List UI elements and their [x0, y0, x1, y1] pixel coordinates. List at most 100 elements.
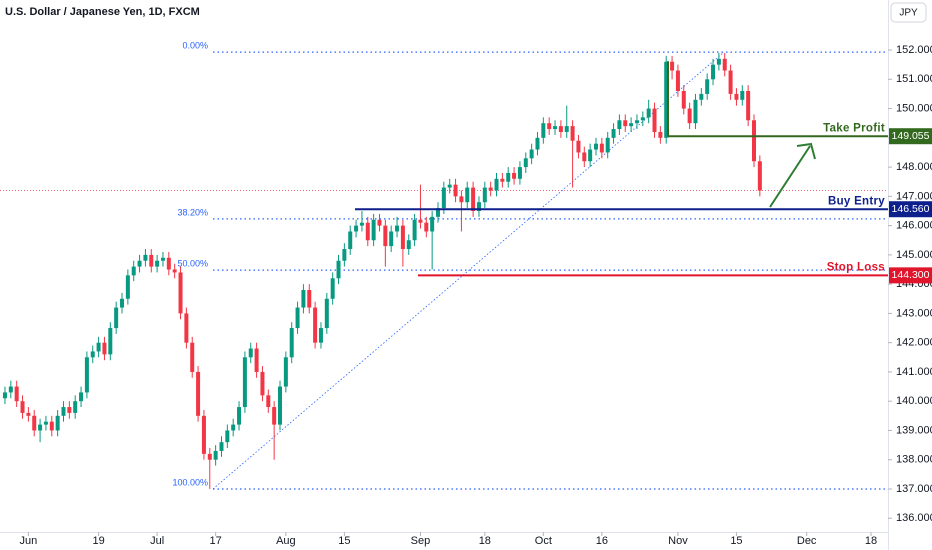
y-tick-label: 139.000 — [896, 424, 932, 436]
fib-level-label: 38.20% — [177, 207, 208, 217]
level-name: Stop Loss — [827, 261, 885, 273]
candle-body — [634, 120, 639, 124]
currency-button[interactable] — [890, 2, 927, 23]
candle-body — [137, 260, 142, 267]
candle-body — [248, 348, 253, 358]
candle-body — [623, 120, 628, 127]
candle-body — [675, 70, 680, 92]
candle-body — [120, 298, 125, 308]
fib-trend-line — [212, 51, 725, 490]
candle-body — [225, 430, 230, 443]
x-tick-label: Oct — [535, 535, 552, 547]
candle-body — [617, 120, 622, 130]
x-tick-label: Jul — [150, 535, 164, 547]
candle-body — [512, 172, 517, 179]
candle-body — [237, 407, 242, 425]
candle-body — [652, 108, 657, 132]
candle-body — [260, 371, 265, 396]
candle-body — [523, 158, 528, 168]
candle-body — [476, 202, 481, 211]
chart-title: U.S. Dollar / Japanese Yen, 1D, FXCM — [5, 6, 200, 18]
candle-body — [570, 126, 575, 141]
level-price-label: 146.560 — [892, 203, 930, 215]
candle-body — [465, 187, 470, 203]
candle-body — [166, 257, 171, 270]
candle-body — [207, 453, 212, 460]
candle-body — [412, 219, 417, 241]
y-tick-label: 145.000 — [896, 249, 932, 261]
candle-body — [14, 386, 19, 402]
candle-body — [324, 298, 329, 329]
candle-body — [400, 225, 405, 250]
candle-body — [313, 307, 318, 343]
candle-body — [658, 131, 663, 138]
candle-body — [517, 167, 522, 179]
candle-body — [196, 371, 201, 416]
candle-body — [342, 249, 347, 261]
candle-body — [453, 184, 458, 197]
projection-arrow — [769, 142, 816, 208]
candle-body — [611, 129, 616, 138]
candle-body — [599, 143, 604, 153]
level-name: Take Profit — [823, 122, 885, 134]
y-tick-label: 143.000 — [896, 307, 932, 319]
candle-body — [231, 424, 236, 431]
y-tick-label: 141.000 — [896, 366, 932, 378]
y-tick-label: 138.000 — [896, 454, 932, 466]
x-tick-label: 19 — [92, 535, 104, 547]
x-tick-label: Jun — [20, 535, 38, 547]
x-tick-label: 18 — [865, 535, 877, 547]
y-tick-label: 148.000 — [896, 161, 932, 173]
y-tick-label: 140.000 — [896, 395, 932, 407]
candle-body — [149, 254, 154, 267]
candle-body — [38, 424, 43, 431]
y-tick-label: 146.000 — [896, 220, 932, 232]
candle-body — [558, 126, 563, 132]
candle-body — [155, 260, 160, 267]
candle-body — [266, 395, 271, 408]
level-price-tag — [889, 128, 932, 145]
candle-body — [301, 289, 306, 308]
candle-body — [359, 222, 364, 226]
plot-area: 0.00% 38.20% 50.00% 100.00% Take Profit Buy E… — [0, 40, 888, 490]
candle-body — [8, 386, 13, 393]
candle-body — [529, 149, 534, 159]
fib-level-label: 50.00% — [177, 258, 208, 268]
x-tick-label: Aug — [276, 535, 296, 547]
x-tick-label: Sep — [411, 535, 431, 547]
candle-body — [365, 222, 370, 241]
candle-body — [693, 99, 698, 124]
candle-body — [354, 225, 359, 232]
x-tick-label: Dec — [797, 535, 817, 547]
candle-body — [43, 421, 48, 425]
candle-body — [307, 289, 312, 308]
candle-body — [447, 184, 452, 188]
candle-body — [406, 240, 411, 250]
candle-body — [371, 219, 376, 241]
candle-body — [172, 269, 177, 273]
candle-body — [494, 178, 499, 191]
currency-button-label[interactable]: JPY — [899, 8, 918, 19]
candle-body — [55, 415, 60, 431]
candle-body — [389, 231, 394, 247]
candle-body — [506, 172, 511, 182]
y-tick-label: 150.000 — [896, 102, 932, 114]
level-price-label: 144.300 — [892, 269, 930, 281]
candle-body — [699, 93, 704, 100]
candle-body — [131, 266, 136, 276]
candle-body — [547, 123, 552, 130]
candle-body — [605, 137, 610, 153]
level-name: Buy Entry — [828, 195, 885, 207]
candle-body — [32, 415, 37, 431]
candle-body — [114, 307, 119, 329]
y-tick-label: 151.000 — [896, 73, 932, 85]
y-tick-label: 142.000 — [896, 337, 932, 349]
candle-body — [336, 260, 341, 279]
candle-body — [213, 450, 218, 460]
x-tick-label: 15 — [338, 535, 350, 547]
candle-body — [289, 328, 294, 358]
candle-body — [125, 275, 130, 299]
candle-body — [459, 196, 464, 203]
candle-body — [190, 342, 195, 372]
